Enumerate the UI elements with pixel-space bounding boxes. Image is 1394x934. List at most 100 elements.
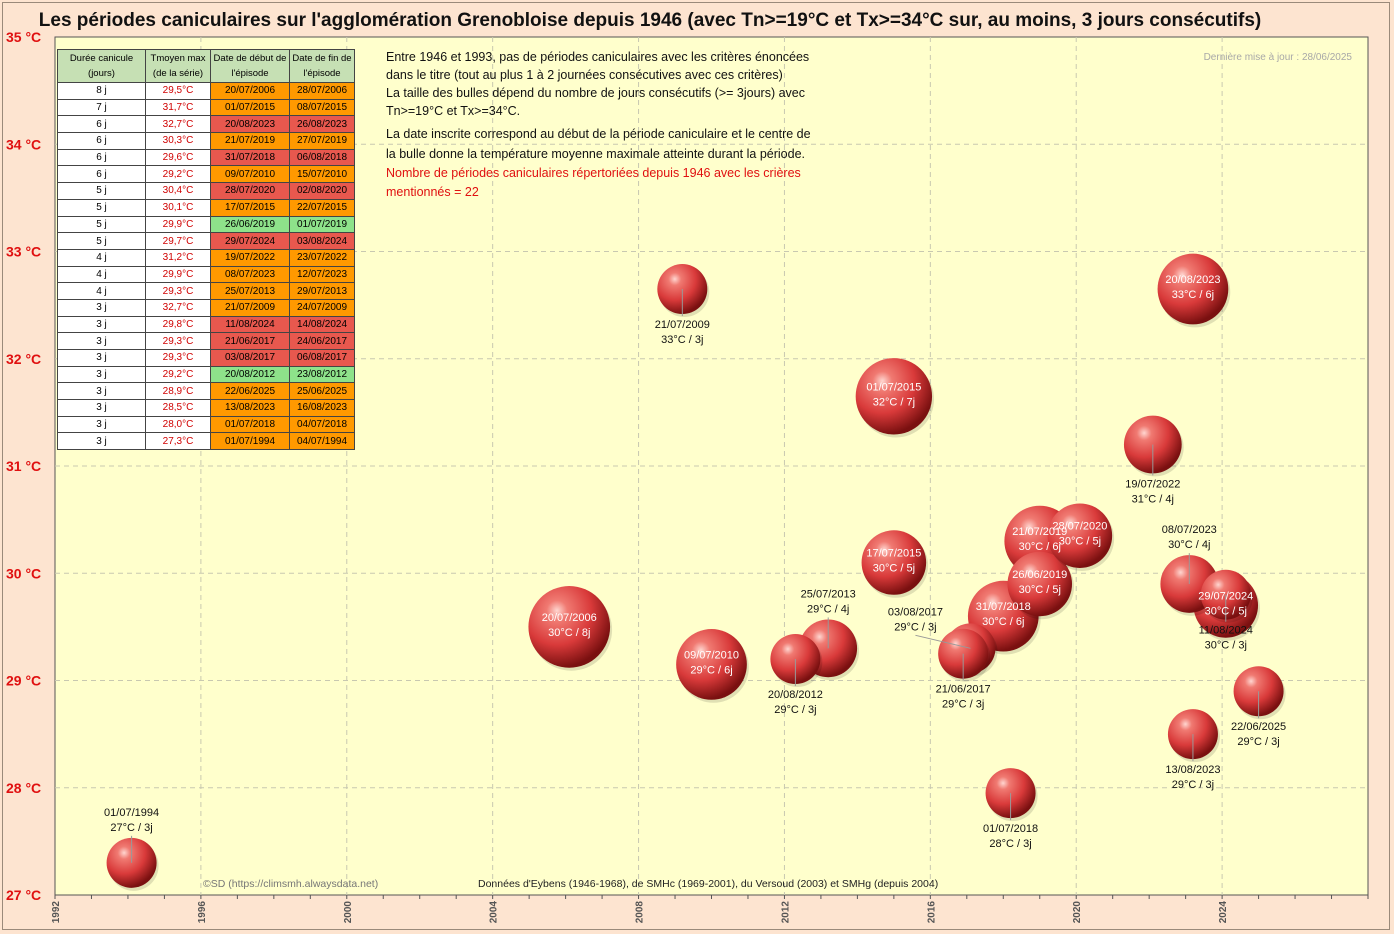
annotation-line: Tn>=19°C et Tx>=34°C. — [386, 104, 521, 118]
bubble-date-label: 01/07/2018 — [983, 823, 1038, 835]
duration-cell: 3 j — [57, 365, 146, 384]
duration-cell: 5 j — [57, 232, 146, 250]
table-row: 3 j 28,9°C 22/06/2025 25/06/2025 — [57, 382, 355, 401]
x-tick-label: 2012 — [780, 901, 791, 924]
end-date-cell: 22/07/2015 — [289, 198, 355, 217]
start-date-cell: 01/07/2015 — [210, 98, 290, 117]
duration-cell: 3 j — [57, 298, 146, 317]
bubble-date-label: 20/08/2023 — [1165, 274, 1220, 286]
bubble-value-label: 29°C / 3j — [1237, 736, 1279, 748]
x-tick-label: 2008 — [635, 901, 646, 924]
annotation-count-line: mentionnés = 22 — [386, 185, 479, 199]
bubble-value-label: 29°C / 3j — [1172, 779, 1214, 791]
bubble-value-label: 29°C / 6j — [690, 664, 732, 676]
header-duration: Durée canicule (jours) — [57, 49, 146, 83]
y-tick-label: 31 °C — [6, 458, 41, 474]
y-tick-label: 28 °C — [6, 780, 41, 796]
start-date-cell: 22/06/2025 — [210, 382, 290, 401]
annotation-text: Entre 1946 et 1993, pas de périodes cani… — [386, 48, 811, 202]
end-date-cell: 02/08/2020 — [289, 182, 355, 200]
y-tick-label: 34 °C — [6, 136, 41, 152]
duration-cell: 3 j — [57, 349, 146, 367]
end-date-cell: 15/07/2010 — [289, 165, 355, 184]
bubble-value-label: 29°C / 3j — [942, 699, 984, 711]
bubble — [861, 530, 927, 595]
duration-cell: 6 j — [57, 132, 146, 150]
start-date-cell: 21/07/2019 — [210, 132, 290, 150]
tmoy-cell: 30,3°C — [145, 132, 211, 150]
end-date-cell: 23/08/2012 — [289, 365, 355, 384]
bubble — [1047, 503, 1113, 568]
duration-cell: 3 j — [57, 332, 146, 350]
bubble-value-label: 31°C / 4j — [1132, 493, 1174, 505]
tmoy-cell: 31,7°C — [145, 98, 211, 117]
y-tick-label: 27 °C — [6, 887, 41, 903]
start-date-cell: 31/07/2018 — [210, 148, 290, 167]
bubble-value-label: 29°C / 3j — [774, 704, 816, 716]
end-date-cell: 04/07/1994 — [289, 432, 355, 451]
annotation-line: La date inscrite correspond au début de … — [386, 127, 811, 141]
bubble-date-label: 21/07/2009 — [655, 319, 710, 331]
header-tmoy: Tmoyen max (de la série) — [145, 49, 211, 83]
start-date-cell: 09/07/2010 — [210, 165, 290, 184]
start-date-cell: 01/07/2018 — [210, 415, 290, 434]
bubble-date-label: 28/07/2020 — [1052, 521, 1107, 533]
tmoy-cell: 29,9°C — [145, 265, 211, 284]
bubble-value-label: 30°C / 6j — [982, 616, 1024, 628]
x-tick-label: 2024 — [1218, 901, 1229, 924]
bubble-value-label: 28°C / 3j — [989, 838, 1031, 850]
bubble-date-label: 20/08/2012 — [768, 689, 823, 701]
annotation-line: la bulle donne la température moyenne ma… — [386, 147, 806, 161]
header-end: Date de fin de l'épisode — [289, 49, 355, 83]
table-row: 3 j 32,7°C 21/07/2009 24/07/2009 — [57, 298, 355, 317]
end-date-cell: 24/07/2009 — [289, 298, 355, 317]
bubble-value-label: 30°C / 5j — [1059, 536, 1101, 548]
bubble-value-label: 29°C / 3j — [894, 621, 936, 633]
end-date-cell: 08/07/2015 — [289, 98, 355, 117]
table-row: 3 j 29,2°C 20/08/2012 23/08/2012 — [57, 365, 355, 384]
duration-cell: 3 j — [57, 382, 146, 401]
tmoy-cell: 28,9°C — [145, 382, 211, 401]
header-start: Date de début de l'épisode — [210, 49, 290, 83]
start-date-cell: 21/06/2017 — [210, 332, 290, 350]
bubble-date-label: 19/07/2022 — [1125, 478, 1180, 490]
y-tick-label: 29 °C — [6, 673, 41, 689]
start-date-cell: 19/07/2022 — [210, 248, 290, 267]
source-text: Données d'Eybens (1946-1968), de SMHc (1… — [478, 878, 939, 890]
duration-cell: 6 j — [57, 165, 146, 184]
start-date-cell: 17/07/2015 — [210, 198, 290, 217]
start-date-cell: 13/08/2023 — [210, 399, 290, 417]
bubble-date-label: 03/08/2017 — [888, 606, 943, 618]
bubble-date-label: 29/07/2024 — [1198, 590, 1253, 602]
table-row: 5 j 29,9°C 26/06/2019 01/07/2019 — [57, 215, 355, 234]
table-row: 3 j 29,3°C 03/08/2017 06/08/2017 — [57, 349, 355, 367]
bubble — [855, 358, 933, 435]
y-tick-label: 30 °C — [6, 565, 41, 581]
credit-text: ©SD (https://climsmh.alwaysdata.net) — [203, 878, 379, 890]
x-tick-label: 1996 — [197, 901, 208, 924]
bubble-value-label: 30°C / 8j — [548, 627, 590, 639]
duration-cell: 4 j — [57, 282, 146, 300]
bubble-date-label: 17/07/2015 — [866, 548, 921, 560]
bubble — [528, 586, 611, 668]
start-date-cell: 25/07/2013 — [210, 282, 290, 300]
end-date-cell: 24/06/2017 — [289, 332, 355, 350]
bubble — [676, 629, 747, 700]
end-date-cell: 26/08/2023 — [289, 115, 355, 134]
bubble-value-label: 29°C / 4j — [807, 603, 849, 615]
end-date-cell: 28/07/2006 — [289, 82, 355, 100]
annotation-line: dans le titre (tout au plus 1 à 2 journé… — [386, 68, 783, 82]
bubble-value-label: 30°C / 5j — [1019, 584, 1061, 596]
x-tick-label: 1992 — [51, 901, 62, 924]
bubble-date-label: 11/08/2024 — [1199, 625, 1253, 637]
table-row: 6 j 30,3°C 21/07/2019 27/07/2019 — [57, 132, 355, 150]
bubble-value-label: 32°C / 7j — [873, 396, 915, 408]
duration-cell: 3 j — [57, 315, 146, 334]
table-row: 6 j 29,6°C 31/07/2018 06/08/2018 — [57, 148, 355, 167]
bubble-date-label: 25/07/2013 — [801, 588, 856, 600]
end-date-cell: 12/07/2023 — [289, 265, 355, 284]
end-date-cell: 16/08/2023 — [289, 399, 355, 417]
table-row: 5 j 30,1°C 17/07/2015 22/07/2015 — [57, 198, 355, 217]
